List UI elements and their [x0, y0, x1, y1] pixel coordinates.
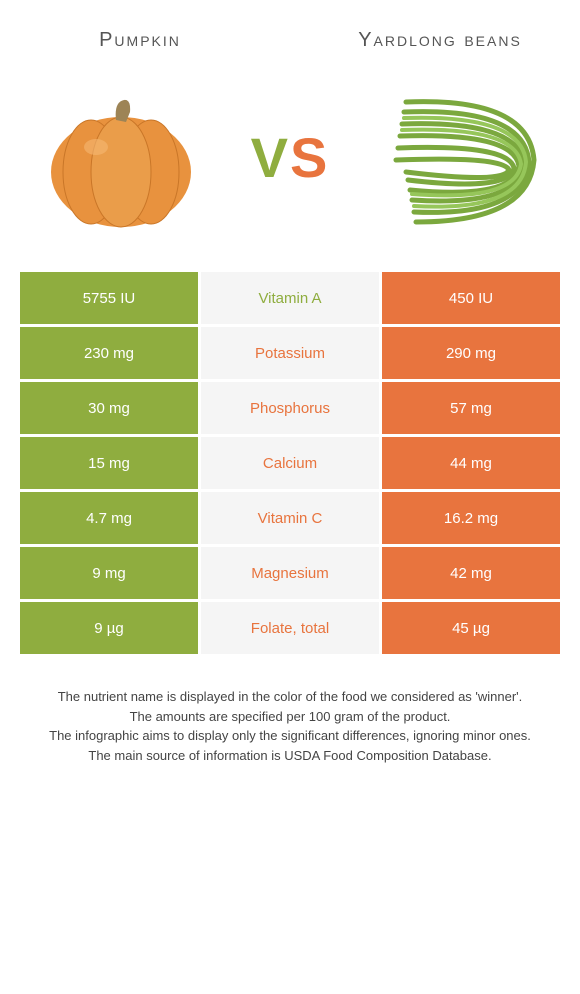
value-left: 30 mg	[20, 382, 201, 434]
pumpkin-image	[36, 72, 206, 242]
footer-line4: The main source of information is USDA F…	[24, 746, 556, 766]
footer-line1: The nutrient name is displayed in the co…	[24, 687, 556, 707]
vs-s: S	[290, 126, 329, 189]
value-left: 230 mg	[20, 327, 201, 379]
nutrient-name: Folate, total	[201, 602, 382, 654]
value-left: 5755 IU	[20, 272, 201, 324]
table-row: 4.7 mgVitamin C16.2 mg	[20, 492, 560, 547]
value-right: 16.2 mg	[382, 492, 560, 544]
value-right: 450 IU	[382, 272, 560, 324]
vs-label: VS	[251, 125, 330, 190]
value-left: 15 mg	[20, 437, 201, 489]
footer-line2: The amounts are specified per 100 gram o…	[24, 707, 556, 727]
value-right: 42 mg	[382, 547, 560, 599]
value-left: 9 mg	[20, 547, 201, 599]
nutrient-name: Magnesium	[201, 547, 382, 599]
table-row: 5755 IUVitamin A450 IU	[20, 272, 560, 327]
nutrient-table: 5755 IUVitamin A450 IU230 mgPotassium290…	[20, 272, 560, 657]
nutrient-name: Phosphorus	[201, 382, 382, 434]
value-right: 45 µg	[382, 602, 560, 654]
nutrient-name: Vitamin A	[201, 272, 382, 324]
table-row: 30 mgPhosphorus57 mg	[20, 382, 560, 437]
nutrient-name: Vitamin C	[201, 492, 382, 544]
nutrient-name: Potassium	[201, 327, 382, 379]
title-right: Yardlong beans	[340, 28, 540, 52]
vs-v: V	[251, 126, 290, 189]
beans-image	[374, 72, 544, 242]
header: Pumpkin Yardlong beans	[0, 0, 580, 62]
table-row: 230 mgPotassium290 mg	[20, 327, 560, 382]
footer-line3: The infographic aims to display only the…	[24, 726, 556, 746]
footer: The nutrient name is displayed in the co…	[0, 657, 580, 765]
value-left: 4.7 mg	[20, 492, 201, 544]
table-row: 9 mgMagnesium42 mg	[20, 547, 560, 602]
value-left: 9 µg	[20, 602, 201, 654]
nutrient-name: Calcium	[201, 437, 382, 489]
images-row: VS	[0, 62, 580, 262]
value-right: 57 mg	[382, 382, 560, 434]
title-left: Pumpkin	[40, 28, 240, 52]
value-right: 290 mg	[382, 327, 560, 379]
table-row: 15 mgCalcium44 mg	[20, 437, 560, 492]
value-right: 44 mg	[382, 437, 560, 489]
table-row: 9 µgFolate, total45 µg	[20, 602, 560, 657]
